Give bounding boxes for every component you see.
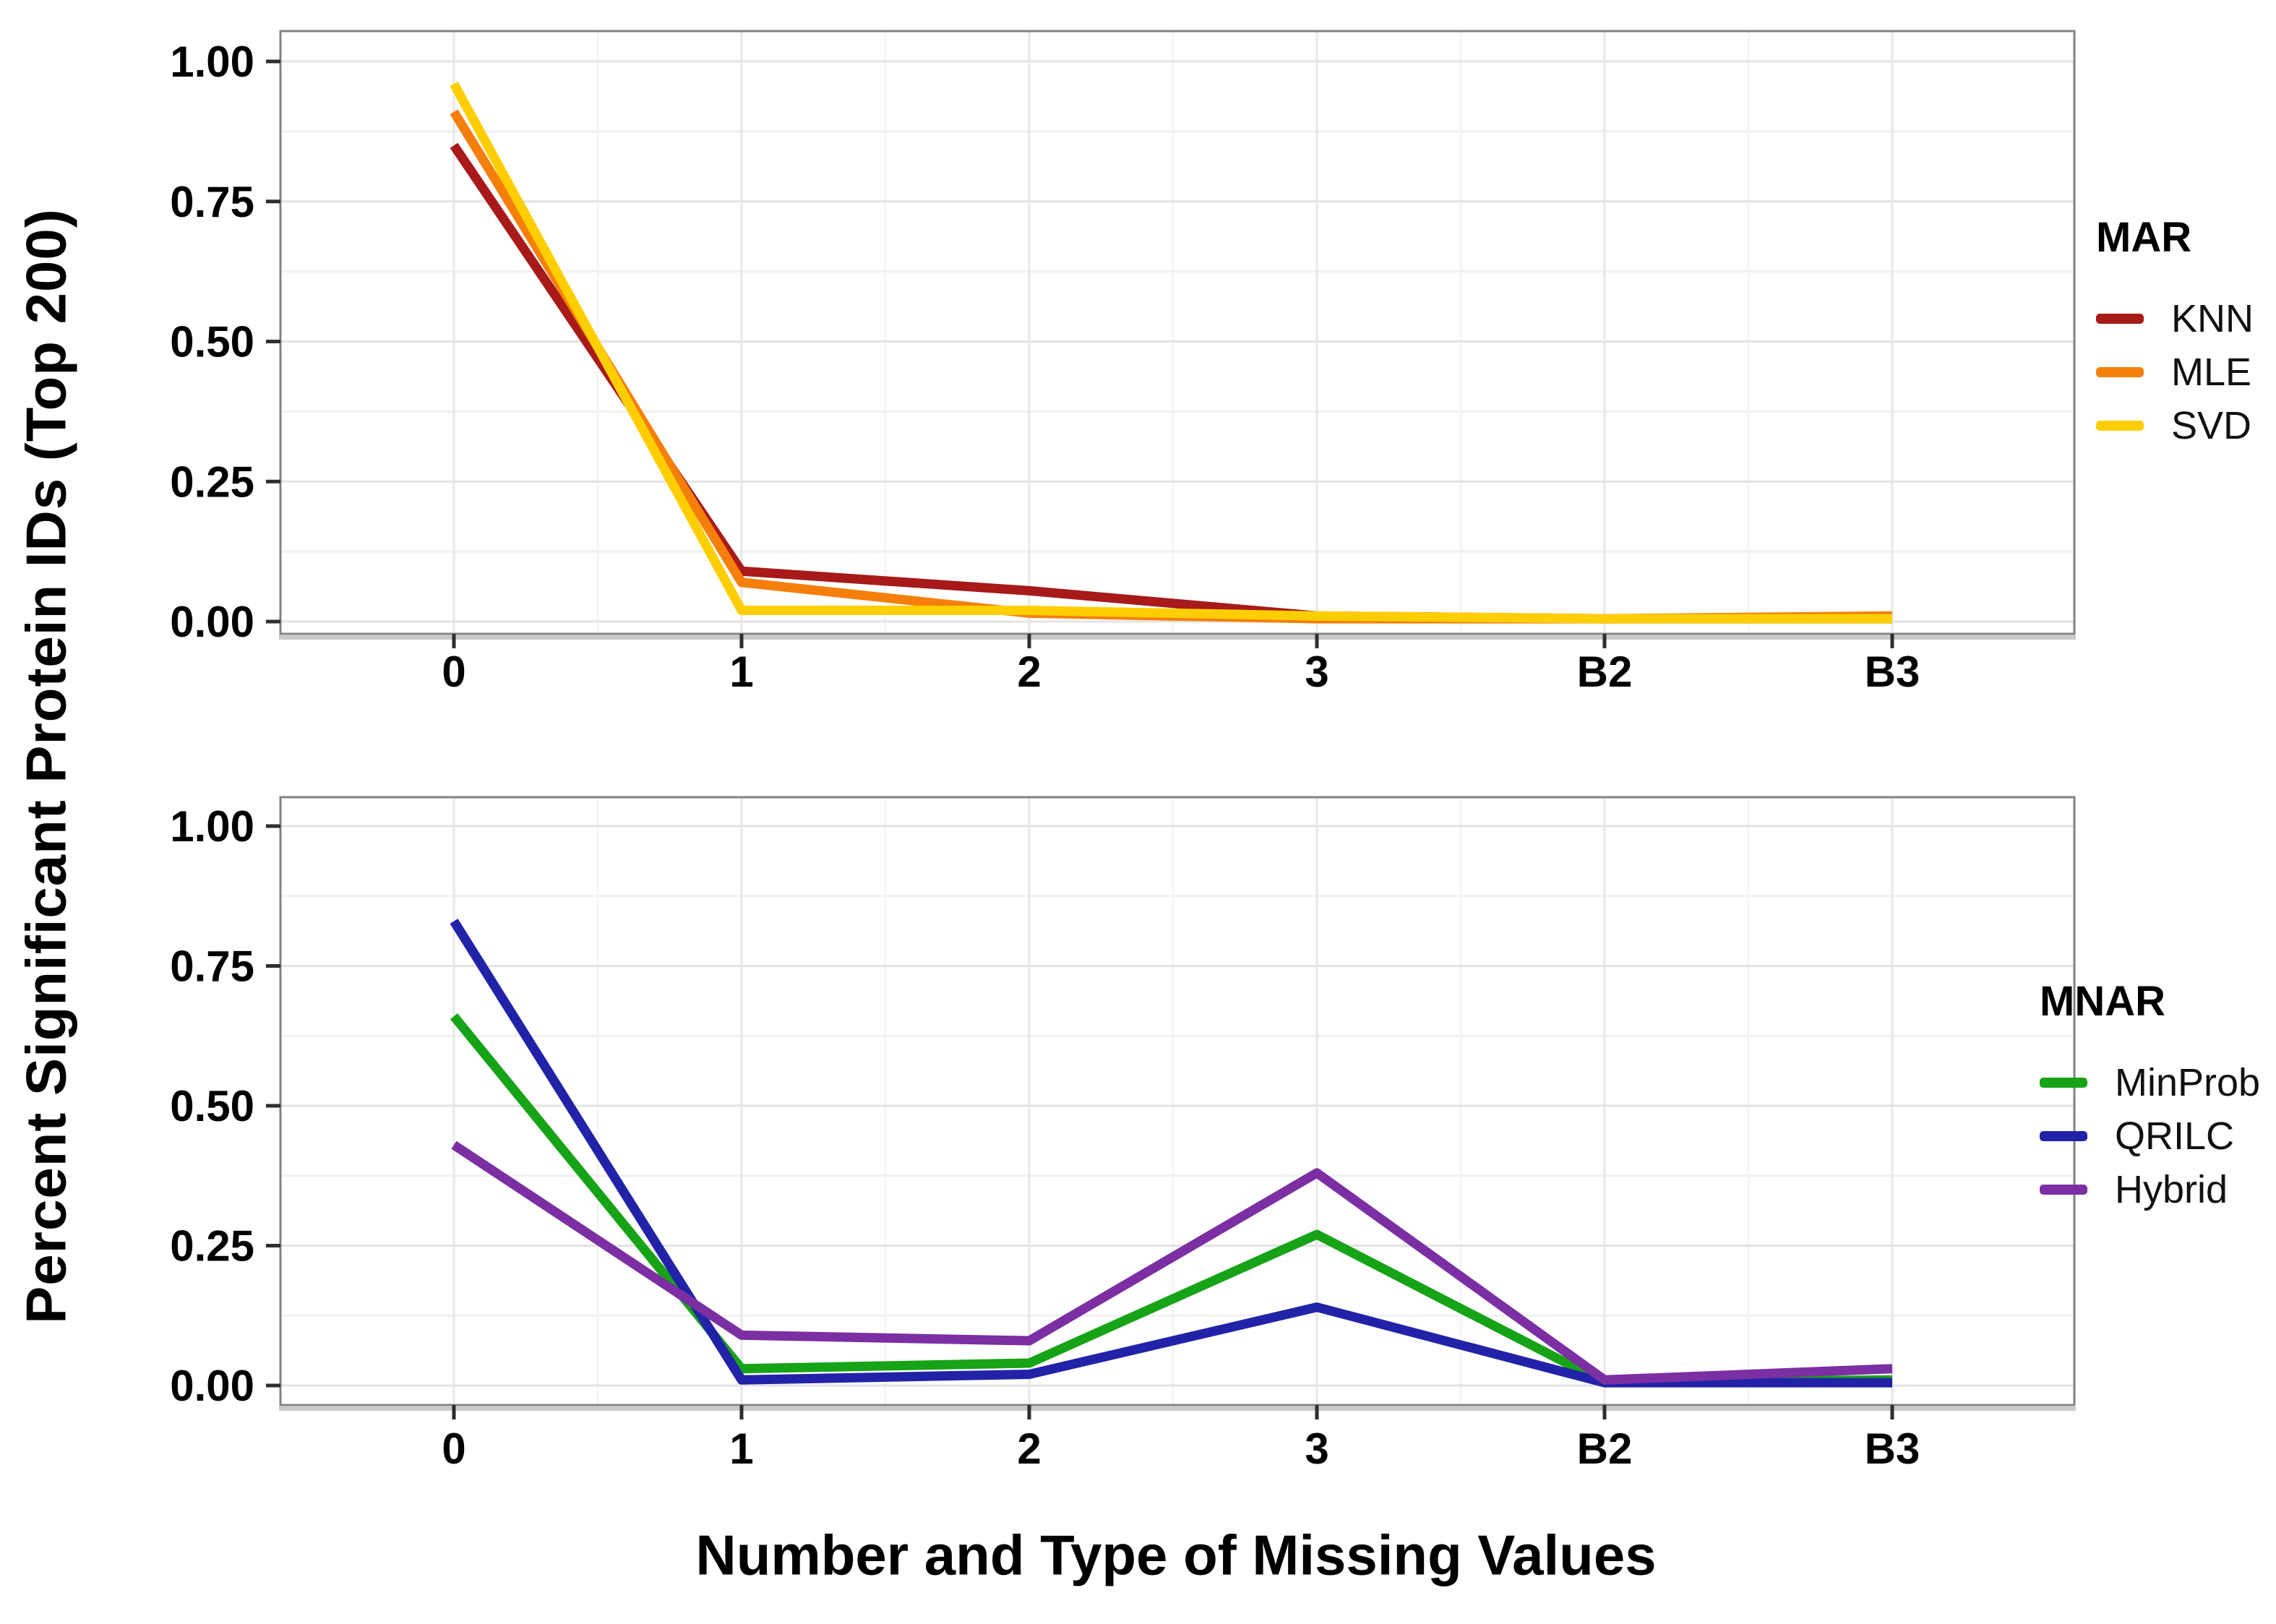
mar-legend: MAR KNN MLE SVD <box>2096 213 2254 452</box>
panel-background <box>280 31 2074 634</box>
legend-key-line-icon <box>2040 1078 2087 1088</box>
x-tick-label: 0 <box>442 1425 465 1473</box>
legend-title: MAR <box>2096 214 2192 261</box>
legend-item-hybrid: Hybrid <box>2040 1163 2260 1216</box>
y-tick-label: 0.25 <box>170 457 254 506</box>
legend-key-line-icon <box>2096 314 2144 324</box>
legend-label: KNN <box>2171 297 2254 340</box>
mnar-legend: MNAR MinProb QRILC Hybrid <box>2040 977 2260 1216</box>
legend-label: Hybrid <box>2115 1168 2228 1211</box>
y-tick-label: 0.50 <box>170 1082 254 1130</box>
panel-background <box>280 797 2074 1405</box>
y-tick-label: 0.75 <box>170 178 254 226</box>
x-tick-label: 2 <box>1017 1425 1041 1473</box>
legend-label: QRILC <box>2115 1114 2235 1158</box>
legend-title: MNAR <box>2040 978 2165 1025</box>
legend-item-minprob: MinProb <box>2040 1056 2260 1109</box>
legend-item-qrilc: QRILC <box>2040 1109 2260 1163</box>
x-tick-label: B3 <box>1865 1425 1920 1473</box>
y-tick-label: 1.00 <box>170 802 254 851</box>
legend-label: MinProb <box>2115 1061 2261 1104</box>
series-line-hybrid <box>451 1140 1893 1385</box>
x-tick-label: 1 <box>729 648 753 696</box>
legend-key-line-icon <box>2040 1185 2087 1195</box>
legend-item-mle: MLE <box>2096 345 2254 399</box>
x-tick-label: B3 <box>1865 648 1920 696</box>
legend-item-svd: SVD <box>2096 399 2254 452</box>
series-line-svd <box>450 81 1892 624</box>
legend-item-knn: KNN <box>2096 292 2254 345</box>
panel-border <box>279 30 2076 635</box>
legend-label: SVD <box>2171 404 2252 447</box>
x-tick-label: 1 <box>729 1425 753 1473</box>
x-tick-label: 3 <box>1305 1425 1328 1473</box>
x-tick-label: B2 <box>1577 1425 1633 1473</box>
y-tick-label: 1.00 <box>170 38 254 86</box>
y-tick-label: 0.00 <box>170 598 254 646</box>
x-tick-label: 2 <box>1017 648 1041 696</box>
x-tick-label: 0 <box>442 648 465 696</box>
y-tick-label: 0.75 <box>170 942 254 991</box>
legend-key-line-icon <box>2040 1131 2087 1141</box>
y-tick-label: 0.25 <box>170 1222 254 1271</box>
x-tick-label: B2 <box>1577 648 1633 696</box>
legend-label: MLE <box>2171 351 2252 394</box>
panel-border <box>279 796 2076 1406</box>
x-tick-label: 3 <box>1305 648 1328 696</box>
legend-key-line-icon <box>2096 367 2144 377</box>
x-axis-title: Number and Type of Missing Values <box>695 1523 1657 1587</box>
y-tick-label: 0.50 <box>170 318 254 366</box>
y-tick-label: 0.00 <box>170 1362 254 1410</box>
mar-line-chart: 0 1 2 3 B2 B3 1.00 0.75 0.50 0.25 0.00 <box>170 30 2076 696</box>
legend-key-line-icon <box>2096 421 2144 431</box>
y-axis-title: Percent Significant Protein IDs (Top 200… <box>14 208 78 1324</box>
mnar-line-chart: 0 1 2 3 B2 B3 1.00 0.75 0.50 0.25 0.00 <box>170 796 2076 1473</box>
